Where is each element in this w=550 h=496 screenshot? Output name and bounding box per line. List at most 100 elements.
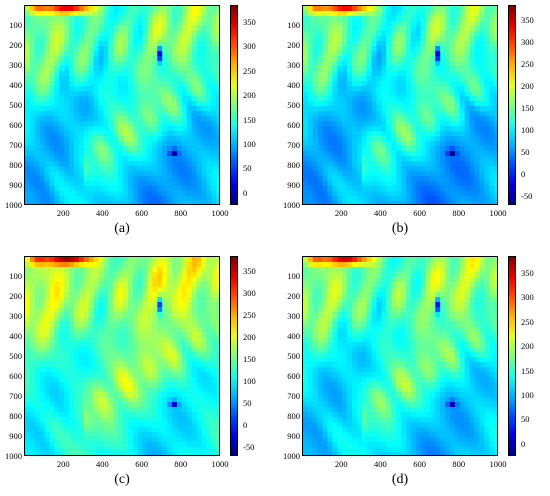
heatmap-cell [172,11,178,17]
heatmap-cell [206,282,212,288]
heatmap-cell [167,76,173,82]
heatmap-cell [440,176,446,182]
heatmap-cell [381,6,387,12]
heatmap-cell [152,357,158,363]
heatmap-cell [191,136,198,142]
heatmap-cell [312,262,319,268]
heatmap-cell [176,201,183,204]
heatmap-cell [172,86,178,92]
heatmap-cell [401,46,407,52]
heatmap-cell [201,312,207,318]
heatmap-cell [137,422,144,428]
y-tick-label: 400 [9,331,22,341]
heatmap-cell [74,307,80,313]
heatmap-cell [352,106,358,112]
heatmap-cell [132,166,139,172]
heatmap-cell [25,151,31,157]
heatmap-cell [494,146,497,152]
heatmap-cell [191,141,198,147]
heatmap-cell [39,387,46,393]
heatmap-cell [74,377,80,383]
heatmap-cell [317,101,324,107]
heatmap-cell [216,196,219,202]
heatmap-cell [464,36,471,42]
heatmap-cell [322,16,329,22]
heatmap-cell [98,21,104,27]
heatmap-cell [474,186,480,192]
heatmap-cell [162,352,168,358]
colorbar [508,5,516,205]
heatmap-cell [342,91,348,97]
heatmap-cell [201,437,207,443]
heatmap-cell [88,66,95,72]
heatmap-cell [123,447,129,453]
heatmap-cell [410,121,417,127]
heatmap-cell [176,442,183,448]
heatmap-cell [93,121,100,127]
heatmap-cell [34,71,41,77]
heatmap-cell [494,176,497,182]
heatmap-cell [484,71,490,77]
heatmap-cell [69,11,75,17]
heatmap-cell [132,297,139,303]
heatmap-cell [113,146,119,152]
heatmap-cell [69,387,75,393]
heatmap-cell [186,81,193,87]
heatmap-cell [142,46,149,52]
heatmap-cell [25,312,31,318]
heatmap-cell [142,151,149,157]
heatmap-cell [489,46,495,52]
heatmap-cell [127,402,134,408]
heatmap-cell [147,397,153,403]
heatmap-cell [181,327,188,333]
heatmap-cell [469,176,476,182]
heatmap-cell [44,287,51,293]
heatmap-cell [83,307,90,313]
heatmap-cell [454,61,461,67]
y-tick-label: 1000 [283,200,300,210]
heatmap-cell [459,136,466,142]
heatmap-cell [69,161,75,167]
heatmap-cell [186,101,193,107]
heatmap-cell [64,407,70,413]
heatmap-cell [440,136,446,142]
heatmap-cell [201,367,207,373]
heatmap-cell [430,31,436,37]
heatmap-cell [401,71,407,77]
heatmap-cell [386,86,392,92]
heatmap-cell [186,61,193,67]
heatmap-cell [489,81,495,87]
heatmap-cell [196,196,202,202]
heatmap-cell [147,71,153,77]
heatmap-cell [191,31,198,37]
heatmap-cell [420,41,427,47]
heatmap-cell [371,156,378,162]
heatmap-cell [327,186,333,192]
heatmap-cell [181,322,188,328]
heatmap-cell [142,6,149,12]
heatmap-cell [386,11,392,17]
heatmap-cell [123,427,129,433]
heatmap-cell [127,101,134,107]
heatmap-cell [88,71,95,77]
heatmap-cell [312,86,319,92]
heatmap-cell [172,287,178,293]
heatmap-cell [445,161,451,167]
heatmap-cell [176,422,183,428]
heatmap-cell [391,131,397,137]
heatmap-cell [440,86,446,92]
heatmap-cell [181,16,188,22]
heatmap-cell [142,121,149,127]
heatmap-cell [191,382,198,388]
heatmap-cell [29,176,36,182]
heatmap-cell [167,382,173,388]
heatmap-cell [356,66,363,72]
heatmap-cell [74,191,80,197]
heatmap-cell [181,427,188,433]
heatmap-cell [186,21,193,27]
heatmap-cell [352,56,358,62]
heatmap-cell [459,81,466,87]
heatmap-cell [69,176,75,182]
heatmap-cell [127,282,134,288]
heatmap-cell [371,141,378,147]
